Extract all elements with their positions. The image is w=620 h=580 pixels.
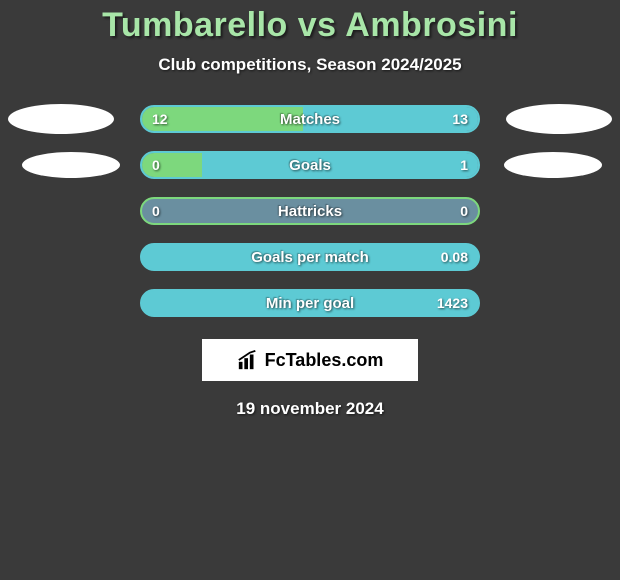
stat-row-hattricks: 0 Hattricks 0 <box>0 197 620 225</box>
stat-right-value: 1 <box>460 157 468 173</box>
chart-icon <box>237 349 259 371</box>
stat-label: Hattricks <box>142 203 478 220</box>
stat-row-matches: 12 Matches 13 <box>0 105 620 133</box>
stat-bar: Min per goal 1423 <box>140 289 480 317</box>
stat-label: Goals <box>142 157 478 174</box>
date-label: 19 november 2024 <box>236 399 383 419</box>
site-logo: FcTables.com <box>202 339 418 381</box>
logo-text: FcTables.com <box>265 350 384 371</box>
stat-bar: 12 Matches 13 <box>140 105 480 133</box>
player-right-ellipse <box>506 104 612 134</box>
stat-label: Matches <box>142 111 478 128</box>
player-right-ellipse <box>504 152 602 178</box>
page-subtitle: Club competitions, Season 2024/2025 <box>158 55 461 75</box>
stat-label: Goals per match <box>142 249 478 266</box>
stat-row-min-per-goal: Min per goal 1423 <box>0 289 620 317</box>
stat-row-goals: 0 Goals 1 <box>0 151 620 179</box>
stat-right-value: 0 <box>460 203 468 219</box>
comparison-infographic: Tumbarello vs Ambrosini Club competition… <box>0 0 620 419</box>
stat-right-value: 0.08 <box>441 249 468 265</box>
stat-row-goals-per-match: Goals per match 0.08 <box>0 243 620 271</box>
stat-rows: 12 Matches 13 0 Goals 1 0 Hattricks <box>0 105 620 317</box>
stat-label: Min per goal <box>142 295 478 312</box>
stat-right-value: 1423 <box>437 295 468 311</box>
stat-bar: 0 Goals 1 <box>140 151 480 179</box>
stat-right-value: 13 <box>452 111 468 127</box>
stat-bar: Goals per match 0.08 <box>140 243 480 271</box>
player-left-ellipse <box>22 152 120 178</box>
page-title: Tumbarello vs Ambrosini <box>102 6 518 45</box>
player-left-ellipse <box>8 104 114 134</box>
stat-bar: 0 Hattricks 0 <box>140 197 480 225</box>
